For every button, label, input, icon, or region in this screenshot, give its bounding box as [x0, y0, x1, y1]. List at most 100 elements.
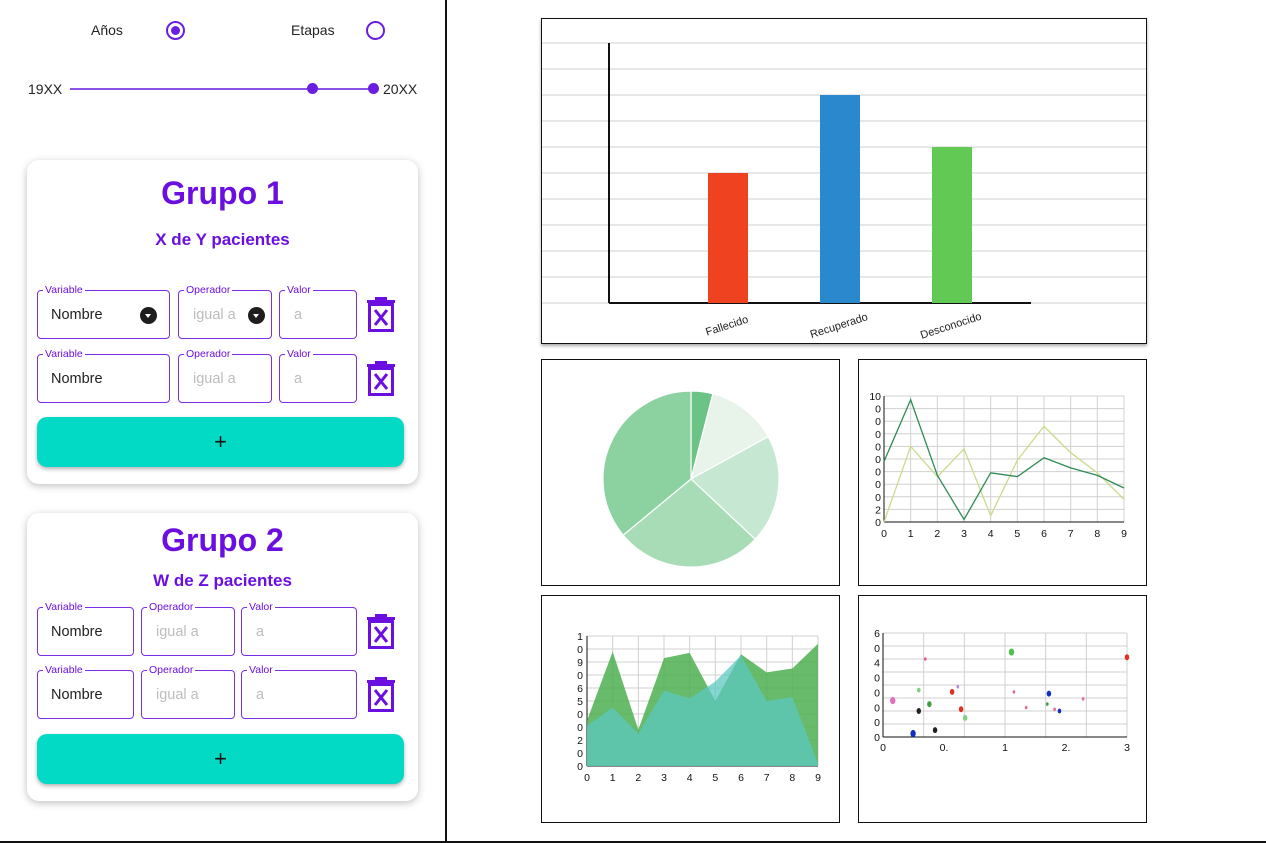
- range-slider-high-thumb[interactable]: [367, 83, 379, 94]
- range-slider-track[interactable]: [70, 88, 373, 90]
- scatter-point: [1008, 648, 1015, 656]
- chevron-down-icon[interactable]: [248, 307, 265, 324]
- pie-slice: [622, 478, 756, 568]
- x-tick-label: 1: [908, 528, 914, 540]
- scatter-point: [958, 706, 964, 713]
- y-tick-label: 4: [874, 658, 880, 670]
- group-card-2: Grupo 2 W de Z pacientes Variable Nombre…: [27, 513, 418, 801]
- x-tick-label: 9: [815, 772, 821, 784]
- operator-select[interactable]: Operador igual a: [178, 284, 272, 339]
- pie-slice: [602, 390, 692, 536]
- variable-select[interactable]: Variable Nombre: [37, 348, 170, 403]
- variable-select[interactable]: Variable Nombre: [37, 284, 170, 339]
- variable-value: Nombre: [51, 687, 103, 703]
- value-legend: Valor: [285, 348, 313, 360]
- y-tick-label: 0: [874, 717, 880, 729]
- y-tick-label: 0: [577, 709, 583, 721]
- operator-select[interactable]: Operador igual a: [141, 664, 235, 719]
- area-series: [587, 655, 818, 766]
- delete-icon[interactable]: [366, 613, 396, 649]
- x-tick-label: 0: [880, 742, 886, 754]
- y-tick-label: 0: [874, 702, 880, 714]
- radio-label-anos: Años: [91, 22, 123, 38]
- y-tick-label: 0: [874, 732, 880, 744]
- value-input[interactable]: Valor a: [241, 664, 357, 719]
- x-tick-label: 3: [1124, 742, 1130, 754]
- variable-legend: Variable: [43, 348, 85, 360]
- x-tick-label: 8: [789, 772, 795, 784]
- series-line: [883, 425, 1125, 523]
- operator-placeholder: igual a: [156, 687, 199, 703]
- y-tick-label: 0: [875, 416, 881, 428]
- y-tick-label: 9: [577, 657, 583, 669]
- add-condition-button[interactable]: +: [37, 417, 404, 467]
- group-subtitle: X de Y pacientes: [155, 230, 290, 249]
- variable-select[interactable]: Variable Nombre: [37, 664, 134, 719]
- operator-legend: Operador: [184, 348, 233, 360]
- value-input[interactable]: Valor a: [279, 348, 357, 403]
- value-legend: Valor: [285, 284, 313, 296]
- operator-placeholder: igual a: [193, 371, 236, 387]
- group-title: Grupo 2: [161, 522, 284, 558]
- y-tick-label: 5: [577, 696, 583, 708]
- x-tick-label: 0: [881, 528, 887, 540]
- y-tick-label: 0: [875, 479, 881, 491]
- value-input[interactable]: Valor a: [279, 284, 357, 339]
- scatter-point: [916, 687, 921, 693]
- range-max-label: 20XX: [383, 81, 418, 97]
- delete-icon[interactable]: [366, 360, 396, 396]
- chevron-down-icon[interactable]: [140, 307, 157, 324]
- x-tick-label: 2: [934, 528, 940, 540]
- operator-select[interactable]: Operador igual a: [141, 601, 235, 656]
- y-tick-label: 0: [875, 492, 881, 504]
- y-tick-label: 0: [875, 454, 881, 466]
- value-placeholder: a: [294, 307, 303, 323]
- add-condition-button[interactable]: +: [37, 734, 404, 784]
- variable-legend: Variable: [43, 284, 85, 296]
- bar-chart: Fallecido Recuperado Desconocido: [542, 42, 1146, 342]
- group-card-1: Grupo 1 X de Y pacientes Variable Nombre…: [27, 160, 418, 484]
- x-tick-label: 4: [687, 772, 693, 784]
- filters-panel: Años Etapas 19XX 20XX Grupo 1 X de Y pac…: [0, 0, 447, 842]
- value-placeholder: a: [256, 624, 265, 640]
- variable-value: Nombre: [51, 307, 103, 323]
- bar-chart-panel: Fallecido Recuperado Desconocido: [541, 18, 1147, 344]
- operator-placeholder: igual a: [156, 624, 199, 640]
- scatter-point: [1053, 707, 1056, 712]
- y-tick-label: 10: [869, 391, 881, 403]
- variable-legend: Variable: [43, 664, 85, 676]
- pie-chart-panel: [541, 359, 840, 586]
- range-slider-low-thumb[interactable]: [306, 83, 318, 94]
- y-tick-label: 0: [875, 441, 881, 453]
- y-tick-label: 0: [874, 687, 880, 699]
- y-tick-label: 0: [874, 673, 880, 685]
- x-tick-label: 7: [764, 772, 770, 784]
- y-tick-label: 0: [577, 761, 583, 773]
- scatter-point: [1124, 654, 1130, 661]
- y-tick-label: 2: [577, 735, 583, 747]
- delete-icon[interactable]: [366, 676, 396, 712]
- x-tick-label: 5: [712, 772, 718, 784]
- scatter-point: [1045, 702, 1049, 706]
- value-placeholder: a: [256, 687, 265, 703]
- bar: [708, 173, 748, 303]
- radio-etapas[interactable]: [366, 21, 385, 40]
- scatter-point: [1057, 708, 1062, 714]
- variable-select[interactable]: Variable Nombre: [37, 601, 134, 656]
- bottom-divider: [0, 841, 1266, 843]
- value-input[interactable]: Valor a: [241, 601, 357, 656]
- x-tick-label: 8: [1094, 528, 1100, 540]
- pie-chart: [602, 390, 780, 568]
- bar: [820, 95, 860, 303]
- delete-icon[interactable]: [366, 296, 396, 332]
- radio-anos[interactable]: [166, 21, 185, 40]
- x-tick-label: 0.: [940, 742, 949, 754]
- y-tick-label: 0: [875, 429, 881, 441]
- x-tick-label: 2: [635, 772, 641, 784]
- scatter-point: [910, 729, 916, 738]
- scatter-point: [916, 708, 922, 714]
- operator-select[interactable]: Operador igual a: [178, 348, 272, 403]
- y-tick-label: 0: [875, 517, 881, 529]
- scatter-point: [1012, 690, 1016, 694]
